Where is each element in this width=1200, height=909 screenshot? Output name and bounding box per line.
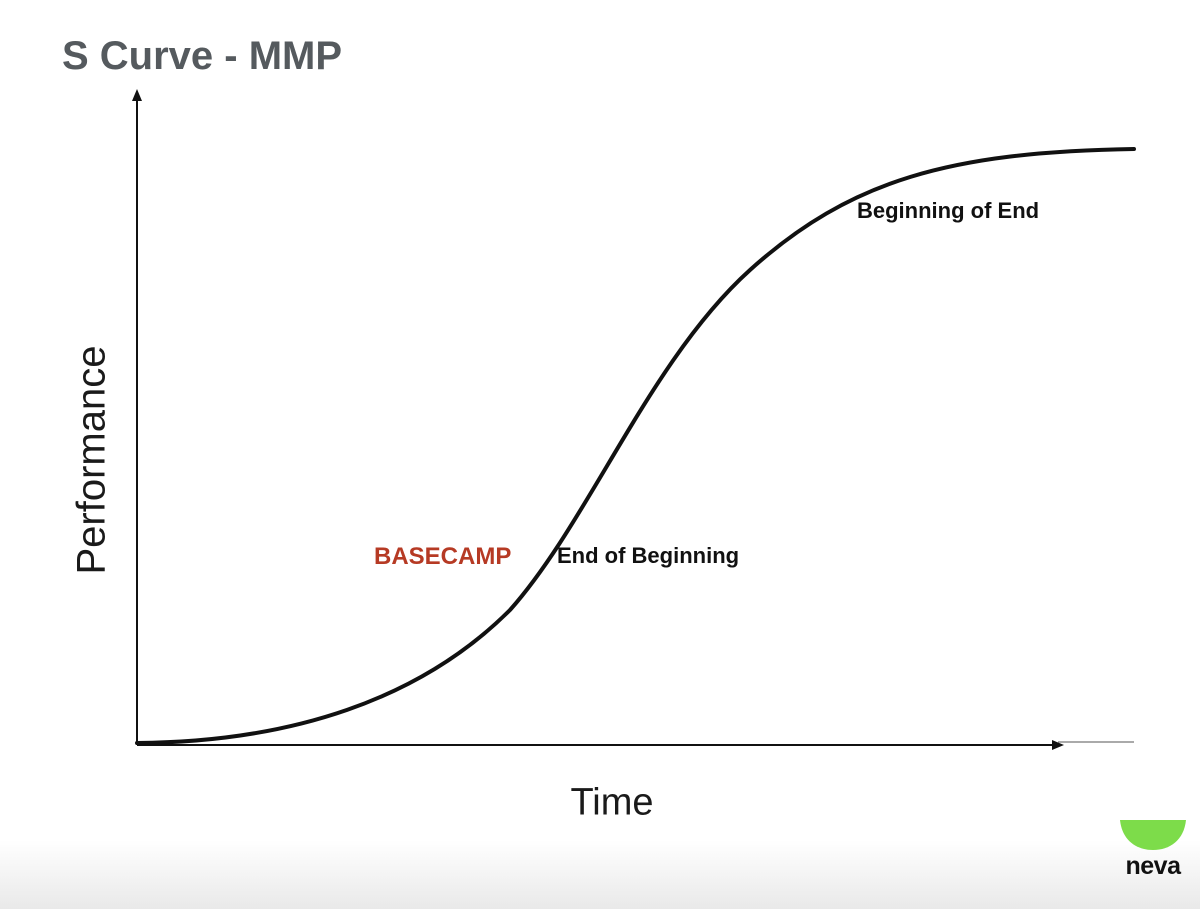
basecamp-label: BASECAMP [374,543,512,570]
neva-logo: neva [1116,818,1190,880]
slide-title: S Curve - MMP [62,34,343,78]
s-curve-line [135,147,1136,745]
end-of-beginning-label: End of Beginning [557,543,740,568]
logo-mark-icon [1120,820,1186,850]
x-axis-arrowhead [1052,740,1064,750]
logo-text: neva [1125,852,1181,880]
x-axis-label: Time [570,781,654,824]
beginning-of-end-label: Beginning of End [857,198,1040,223]
bottom-shadow [0,840,1200,909]
y-axis-label: Performance [69,345,114,575]
y-axis-arrowhead [132,89,142,101]
